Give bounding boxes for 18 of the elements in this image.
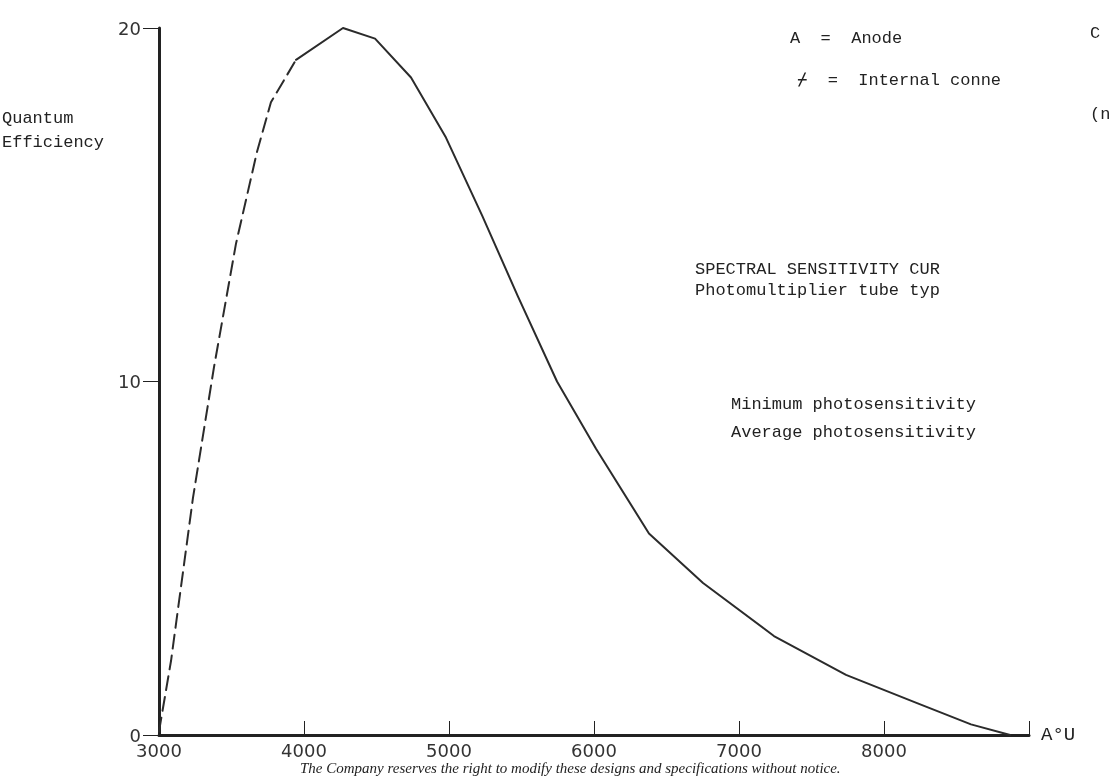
text: Photomultiplier tube typ: [695, 281, 940, 300]
x-tick-label: 8000: [861, 739, 907, 761]
y-axis-title: Quantum Efficiency: [2, 108, 105, 152]
text: The Company reserves the right to modify these designs and specifications without notice.: [300, 759, 841, 776]
y-tick-label: 20: [118, 17, 141, 39]
y-tick-label: 10: [118, 371, 141, 392]
x-tick-label: 6000: [571, 739, 617, 761]
annotation: A = Anode: [790, 29, 903, 48]
x-tick-label: 7000: [716, 739, 762, 761]
annotation: Average photosensitivity: [731, 423, 976, 442]
text: (n: [1090, 105, 1111, 124]
text: C: [1090, 24, 1101, 43]
annotation: Minimum photosensitivity: [731, 395, 976, 414]
annotation: ⌿ = Internal conne: [797, 71, 1002, 90]
x-tick-label: 5000: [426, 739, 472, 761]
x-tick-label: 4000: [281, 739, 327, 761]
text: SPECTRAL SENSITIVITY CUR: [695, 260, 940, 279]
x-axis-title: A°U: [1041, 724, 1076, 746]
